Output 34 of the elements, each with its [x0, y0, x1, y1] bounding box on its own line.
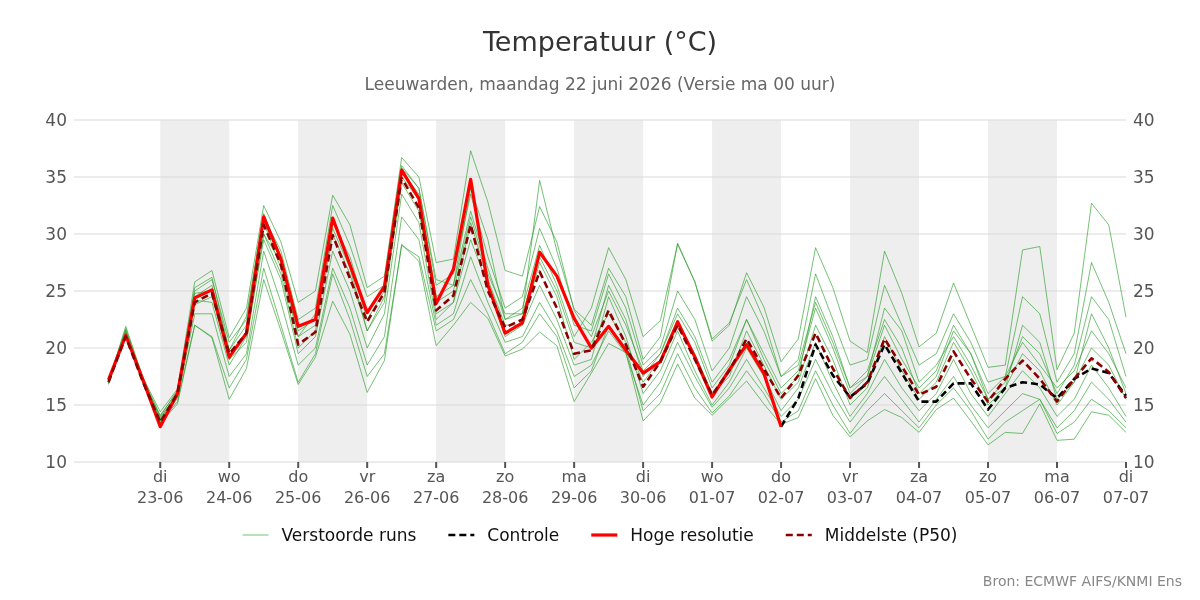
- x-tick-label: za 04-07: [895, 467, 943, 507]
- legend-label: Hoge resolutie: [630, 525, 754, 545]
- y2-tick-label: 15: [1133, 395, 1155, 415]
- legend-label: Verstoorde runs: [281, 525, 417, 545]
- y2-tick-label: 35: [1133, 167, 1155, 187]
- x-tick-label: do 02-07: [757, 467, 805, 507]
- y2-tick-label: 40: [1133, 110, 1155, 130]
- x-tick-label: wo 01-07: [688, 467, 736, 507]
- legend-label: Controle: [487, 525, 560, 545]
- x-tick-label: ma 29-06: [550, 467, 598, 507]
- y-tick-label: 25: [45, 281, 67, 301]
- x-tick-label: zo 05-07: [964, 467, 1012, 507]
- y-tick-label: 20: [45, 338, 67, 358]
- x-tick-label: do 25-06: [274, 467, 322, 507]
- x-tick-label: zo 28-06: [481, 467, 529, 507]
- y-tick-label: 35: [45, 167, 67, 187]
- x-tick-label: wo 24-06: [205, 467, 253, 507]
- y-tick-label: 15: [45, 395, 67, 415]
- chart-title: Temperatuur (°C): [481, 26, 718, 57]
- x-tick-label: vr 26-06: [343, 467, 391, 507]
- chart-subtitle: Leeuwarden, maandag 22 juni 2026 (Versie ma 00 uur): [364, 74, 836, 94]
- x-tick-label: vr 03-07: [826, 467, 874, 507]
- x-tick-label: di 30-06: [619, 467, 667, 507]
- y2-tick-label: 25: [1133, 281, 1155, 301]
- text: Bron: ECMWF AIFS/KNMI Ens: [982, 573, 1182, 589]
- y2-tick-label: 30: [1133, 224, 1155, 244]
- y-tick-label: 10: [45, 452, 67, 472]
- x-tick-label: za 27-06: [412, 467, 460, 507]
- legend-label: Middelste (P50): [824, 525, 958, 545]
- y2-tick-label: 20: [1133, 338, 1155, 358]
- y-tick-label: 30: [45, 224, 67, 244]
- x-tick-label: ma 06-07: [1033, 467, 1081, 507]
- y-tick-label: 40: [45, 110, 67, 130]
- x-tick-label: di 23-06: [136, 467, 184, 507]
